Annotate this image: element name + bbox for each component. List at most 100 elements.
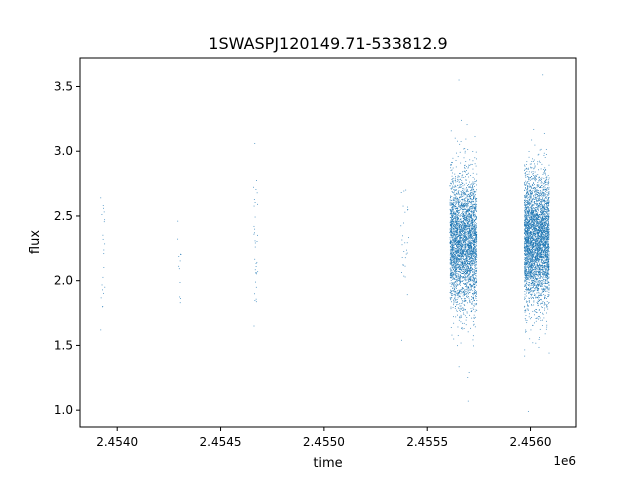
data-point [476,251,477,253]
data-point [472,256,474,257]
data-point [530,179,531,181]
data-point [546,230,548,232]
data-point [467,271,469,273]
data-point [525,242,526,244]
data-point [538,243,540,245]
data-point [469,290,471,291]
data-point [461,263,463,265]
data-point [468,254,470,256]
data-point [464,279,466,281]
data-point [459,240,461,242]
data-point [532,191,533,193]
data-point [474,286,476,288]
data-point [468,259,470,261]
data-point [466,197,468,199]
data-point [460,229,461,231]
data-point [529,232,531,234]
data-point [527,215,529,216]
data-point [531,248,533,250]
data-point [469,278,471,280]
data-point [454,229,456,231]
data-point [471,250,473,252]
data-point [455,271,457,272]
data-point [475,270,477,272]
data-point [471,221,473,223]
data-point [528,216,529,218]
data-point [471,220,473,222]
data-point [454,197,456,199]
data-point [532,246,533,248]
data-point [467,249,469,251]
data-point [461,182,463,183]
data-point [540,195,542,197]
data-point [530,253,532,254]
data-point [546,286,548,288]
data-point [532,235,534,237]
data-point [453,282,455,284]
data-point [461,291,463,293]
data-point [463,235,465,236]
data-point [460,200,462,202]
data-point [470,193,471,194]
data-point [465,276,467,277]
data-point [465,225,467,227]
data-point [529,274,531,276]
data-point [529,211,530,213]
data-point [545,241,547,242]
data-point [524,261,526,263]
data-point [537,252,538,254]
data-point [473,305,475,307]
data-point [454,237,456,239]
data-point [450,253,451,255]
data-point [463,223,465,224]
data-point [474,303,476,305]
data-point [474,210,475,212]
data-point [474,283,476,285]
data-point [476,259,477,260]
data-point [467,248,468,250]
data-point [463,294,465,296]
data-point [461,180,463,182]
data-point [474,277,476,279]
data-point [450,257,452,259]
data-point [459,269,461,271]
data-point [526,223,527,225]
data-point [539,270,541,272]
data-point [526,308,528,310]
data-point [538,253,539,255]
data-point [466,250,468,252]
data-point [538,284,540,286]
data-point [473,241,475,243]
data-point [465,182,467,184]
data-point [469,195,471,197]
data-point [535,240,537,242]
data-point [474,240,476,242]
data-point [459,276,461,278]
data-point [474,215,476,217]
data-point [534,257,536,259]
data-point [466,286,468,288]
data-point [464,227,466,229]
data-point [449,232,451,234]
data-point [459,184,461,186]
data-point [467,205,469,207]
data-point [456,230,458,232]
data-point [255,266,257,267]
data-point [468,195,470,197]
data-point [470,232,471,234]
data-point [473,286,475,288]
data-point [453,224,455,226]
data-point [464,240,466,242]
data-point [462,276,464,278]
data-point [468,274,470,276]
data-point [474,289,475,291]
data-point [467,260,468,262]
data-point [473,251,475,253]
data-point [461,259,462,261]
data-point [472,243,474,244]
data-point [461,246,463,248]
data-point [451,188,453,190]
data-point [456,252,458,254]
data-point [538,214,539,216]
data-point [458,176,460,178]
